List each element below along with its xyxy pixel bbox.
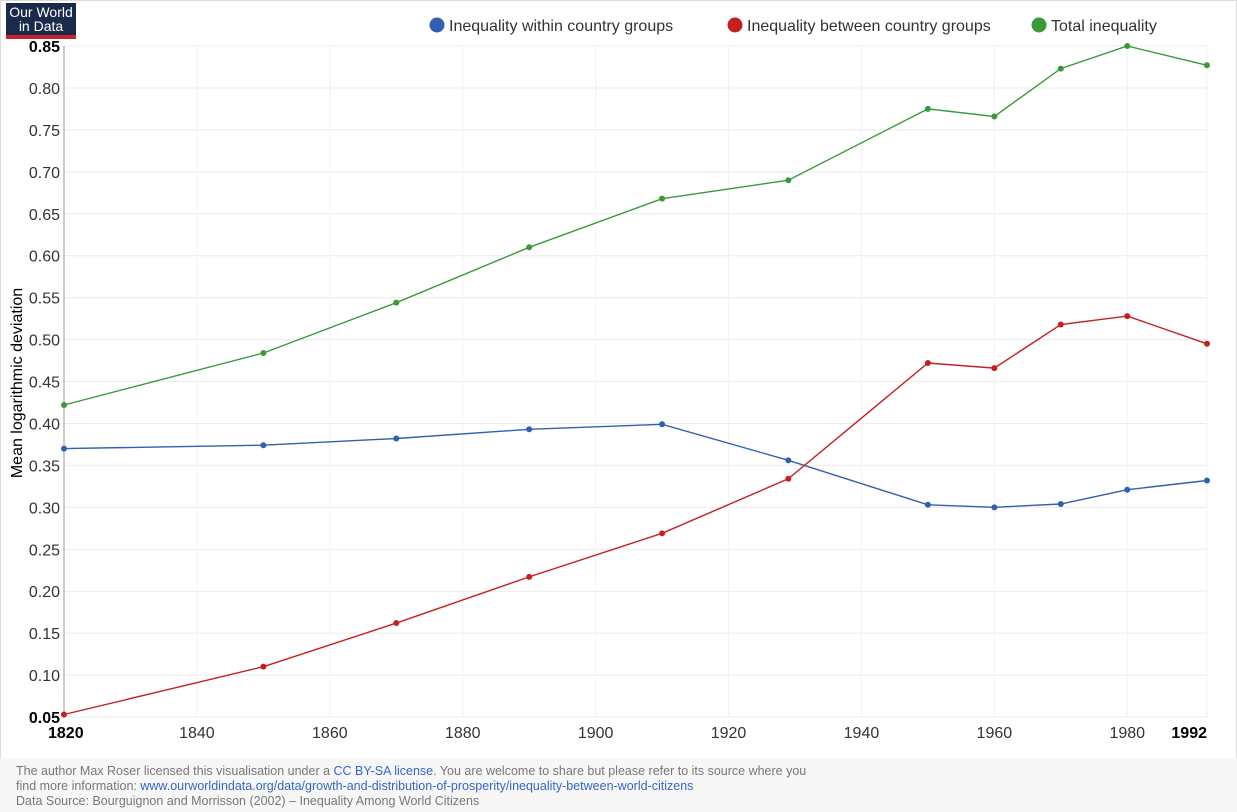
x-tick-label: 1940 (844, 725, 880, 742)
owid-logo[interactable]: Our World in Data (6, 3, 76, 39)
data-point[interactable] (393, 435, 400, 442)
data-point[interactable] (1204, 62, 1210, 69)
data-point[interactable] (526, 244, 533, 251)
y-tick-label: 0.15 (29, 626, 60, 643)
data-point[interactable] (785, 457, 792, 464)
grid (63, 45, 1208, 718)
data-point[interactable] (393, 620, 400, 627)
series-group (61, 43, 1210, 718)
data-point[interactable] (526, 426, 533, 433)
y-tick-label: 0.60 (29, 249, 60, 266)
x-tick-label: 1820 (48, 725, 84, 742)
y-tick-label: 0.05 (29, 710, 60, 727)
legend-marker (1031, 17, 1047, 33)
x-tick-label: 1880 (445, 725, 481, 742)
series-2 (61, 43, 1210, 408)
logo-accent-bar (6, 35, 76, 39)
logo-line2: in Data (18, 18, 64, 34)
y-tick-label: 0.50 (29, 333, 60, 350)
data-source: Data Source: Bourguignon and Morrisson (… (16, 794, 480, 808)
data-point[interactable] (61, 401, 67, 408)
license-link[interactable]: CC BY-SA license (333, 764, 434, 778)
y-tick-label: 0.20 (29, 584, 60, 601)
y-axis-title: Mean logarithmic deviation (9, 288, 26, 478)
data-point[interactable] (924, 360, 931, 367)
data-point[interactable] (1204, 477, 1210, 484)
series-0 (61, 421, 1210, 511)
y-tick-label: 0.70 (29, 165, 60, 182)
series-line (63, 315, 1208, 716)
license-line: The author Max Roser licensed this visua… (16, 764, 807, 778)
y-tick-label: 0.85 (29, 39, 60, 56)
y-tick-label: 0.35 (29, 458, 60, 475)
footer: The author Max Roser licensed this visua… (0, 758, 1237, 812)
data-point[interactable] (260, 663, 267, 670)
data-point[interactable] (659, 530, 666, 537)
y-axis: 0.05 0.10 0.15 0.20 0.25 0.30 0.35 0.40 0.45 0.50… (29, 39, 65, 727)
legend-label: Total inequality (1051, 18, 1157, 35)
data-point[interactable] (61, 445, 67, 452)
data-point[interactable] (991, 504, 998, 511)
legend-item[interactable]: Inequality between country groups (727, 17, 991, 36)
data-point[interactable] (785, 475, 792, 482)
data-point[interactable] (393, 299, 400, 306)
data-point[interactable] (785, 177, 792, 184)
data-point[interactable] (1057, 321, 1064, 328)
y-tick-label: 0.40 (29, 416, 60, 433)
y-tick-label: 0.25 (29, 542, 60, 559)
legend-item[interactable]: Total inequality (1031, 17, 1157, 36)
y-tick-label: 0.45 (29, 375, 60, 392)
data-point[interactable] (1124, 313, 1131, 320)
data-point[interactable] (1124, 43, 1131, 49)
source-link[interactable]: www.ourworldindata.org/data/growth-and-d… (140, 779, 694, 793)
data-point[interactable] (260, 442, 267, 449)
x-tick-label: 1920 (711, 725, 747, 742)
data-point[interactable] (924, 501, 931, 508)
legend-marker (727, 17, 743, 33)
y-tick-label: 0.75 (29, 123, 60, 140)
x-tick-label: 1992 (1171, 725, 1207, 742)
series-line (63, 45, 1208, 406)
y-tick-label: 0.30 (29, 500, 60, 517)
data-point[interactable] (1057, 65, 1064, 72)
legend: Inequality within country groups Inequali… (429, 17, 1157, 36)
y-tick-label: 0.65 (29, 207, 60, 224)
data-point[interactable] (1124, 486, 1131, 493)
data-point[interactable] (991, 113, 998, 120)
y-tick-label: 0.10 (29, 668, 60, 685)
x-tick-label: 1960 (977, 725, 1013, 742)
x-axis: 1820 1840 1860 1880 1900 1920 1940 1960 1980 1992 (48, 725, 1207, 742)
data-point[interactable] (260, 349, 267, 356)
data-point[interactable] (659, 421, 666, 428)
x-tick-label: 1980 (1109, 725, 1145, 742)
x-tick-label: 1900 (578, 725, 614, 742)
legend-item[interactable]: Inequality within country groups (429, 17, 674, 36)
legend-marker (429, 17, 445, 33)
source-url-line: find more information: www.ourworldindat… (16, 779, 694, 793)
data-point[interactable] (991, 365, 998, 372)
data-point[interactable] (659, 195, 666, 202)
x-tick-label: 1860 (312, 725, 348, 742)
line-chart: 0.05 0.10 0.15 0.20 0.25 0.30 0.35 0.40 0.45 0.50… (9, 17, 1210, 742)
data-point[interactable] (1057, 500, 1064, 507)
series-1 (61, 313, 1210, 718)
data-point[interactable] (1204, 340, 1210, 347)
legend-label: Inequality between country groups (747, 18, 991, 35)
data-point[interactable] (61, 711, 67, 718)
legend-label: Inequality within country groups (449, 18, 673, 35)
data-point[interactable] (526, 573, 533, 580)
data-point[interactable] (924, 105, 931, 112)
y-tick-label: 0.55 (29, 291, 60, 308)
x-tick-label: 1840 (179, 725, 215, 742)
logo-line1: Our World (9, 4, 73, 20)
y-tick-label: 0.80 (29, 81, 60, 98)
